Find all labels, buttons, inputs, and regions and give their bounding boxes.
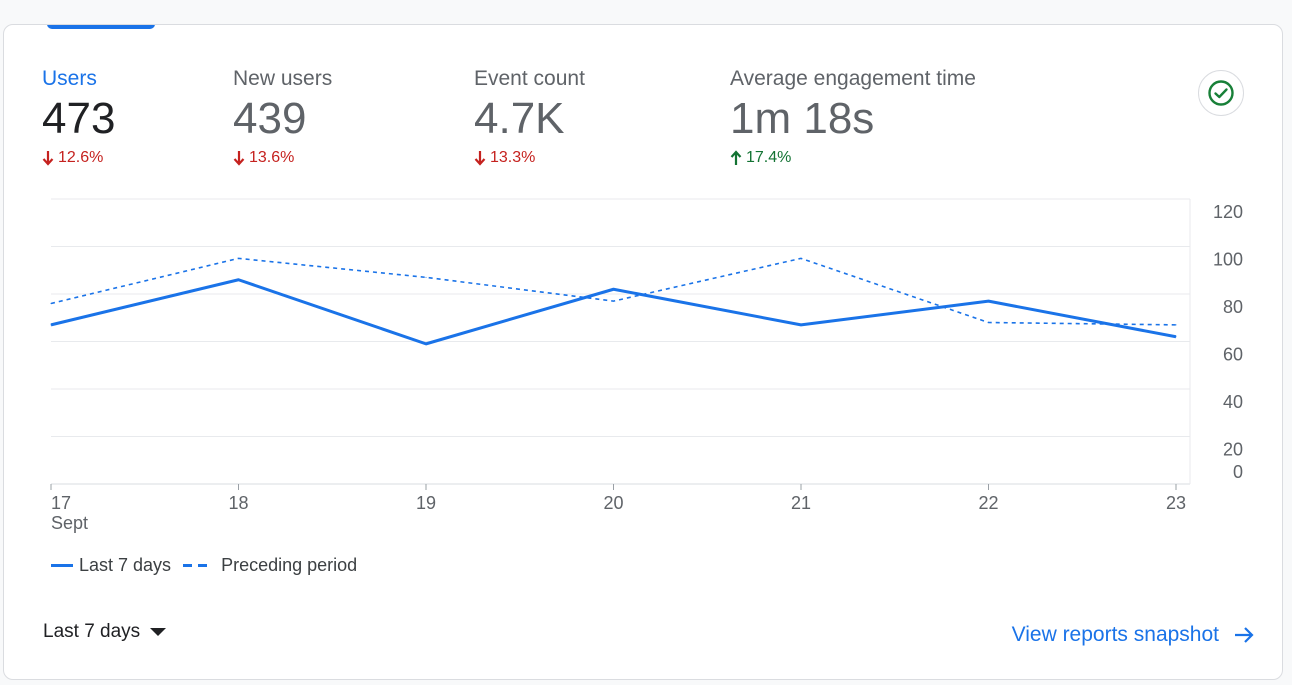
active-tab-indicator	[47, 25, 155, 29]
legend-item-current: Last 7 days	[51, 555, 171, 576]
metric-label: Average engagement time	[730, 67, 976, 90]
metric-change-value: 13.3%	[490, 149, 536, 166]
metric-value: 439	[233, 94, 307, 143]
metric-change-value: 12.6%	[58, 149, 104, 166]
y-tick-label: 20	[1223, 440, 1243, 460]
legend-item-previous: Preceding period	[183, 555, 357, 576]
data-point-current	[1175, 336, 1177, 338]
data-point-current	[988, 300, 989, 302]
date-range-label: Last 7 days	[43, 621, 141, 642]
x-tick-label: 18	[228, 493, 248, 513]
metric-change: 17.4%	[730, 147, 976, 169]
data-point-current	[50, 324, 52, 326]
metric-event-count[interactable]: Event count 4.7K 13.3%	[474, 65, 585, 169]
metric-label: New users	[233, 67, 333, 90]
metric-users[interactable]: Users 473 12.6%	[42, 65, 115, 169]
metric-change: 13.3%	[474, 147, 585, 169]
legend-solid-swatch	[51, 564, 73, 567]
legend-label: Preceding period	[221, 555, 358, 575]
metric-label: Event count	[474, 67, 585, 90]
y-tick-label: 0	[1233, 462, 1243, 482]
x-tick-label: 23	[1166, 493, 1186, 513]
chart-legend: Last 7 days Preceding period	[51, 555, 369, 576]
data-point-preceding	[800, 257, 802, 259]
legend-dashed-swatch	[183, 564, 212, 567]
y-tick-label: 80	[1223, 297, 1243, 317]
x-tick-sublabel: Sept	[51, 513, 88, 533]
arrow-down-icon	[42, 151, 54, 166]
data-point-current	[238, 279, 239, 281]
metric-label: Users	[42, 67, 97, 90]
metric-new-users[interactable]: New users 439 13.6%	[233, 65, 332, 169]
check-circle-icon	[1208, 80, 1234, 106]
metric-value: 473	[42, 94, 116, 143]
series-line-preceding-period	[50, 257, 1177, 326]
arrow-down-icon	[474, 151, 486, 166]
data-point-preceding	[613, 300, 614, 302]
y-tick-label: 120	[1213, 202, 1243, 222]
legend-label: Last 7 days	[79, 555, 172, 575]
caret-down-icon	[150, 628, 167, 636]
metric-change: 13.6%	[233, 147, 332, 169]
view-reports-snapshot-label: View reports snapshot	[1011, 623, 1219, 646]
x-tick-label: 19	[416, 493, 436, 513]
data-status-button[interactable]	[1198, 70, 1244, 116]
view-reports-snapshot-link[interactable]: View reports snapshot	[1012, 623, 1255, 647]
x-tick-label: 22	[978, 493, 998, 513]
y-tick-label: 40	[1223, 392, 1243, 412]
data-point-current	[800, 324, 802, 326]
data-point-preceding	[50, 303, 52, 304]
metric-avg-engagement-time[interactable]: Average engagement time 1m 18s 17.4%	[730, 65, 976, 169]
y-tick-label: 100	[1213, 250, 1243, 270]
metric-value: 4.7K	[474, 94, 565, 143]
x-tick-label: 21	[791, 493, 811, 513]
data-point-preceding	[425, 276, 427, 278]
data-point-preceding	[238, 257, 239, 259]
data-point-preceding	[1175, 324, 1177, 326]
date-range-dropdown[interactable]: Last 7 days	[43, 621, 167, 643]
x-tick-label: 17	[51, 493, 71, 513]
x-tick-label: 20	[603, 493, 623, 513]
arrow-right-icon	[1235, 627, 1254, 643]
data-point-preceding	[988, 322, 989, 323]
arrow-up-icon	[730, 150, 742, 165]
metric-value: 1m 18s	[730, 94, 875, 143]
data-point-current	[425, 343, 427, 345]
y-tick-label: 60	[1223, 345, 1243, 365]
metric-change: 12.6%	[42, 147, 115, 169]
metric-change-value: 13.6%	[249, 149, 295, 166]
metric-change-value: 17.4%	[746, 149, 792, 166]
arrow-down-icon	[233, 151, 245, 166]
data-point-current	[613, 288, 614, 290]
overview-card: Users 473 12.6% New users 439 13.6% Even…	[3, 24, 1283, 680]
